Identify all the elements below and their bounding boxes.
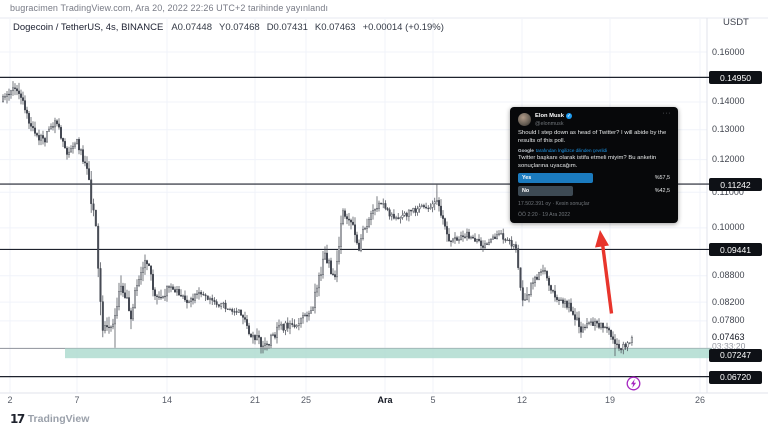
- poll-option-no-pct: %42,5: [654, 188, 670, 194]
- price-level-badge: 0.06720: [709, 370, 762, 384]
- price-tick-label: 0.11000: [712, 186, 744, 197]
- tweet-text-turkish: Twitter başkanı olarak istifa etmeli miy…: [518, 155, 657, 169]
- candle-countdown: 03:33:20: [712, 341, 746, 352]
- translate-link: tarafından İngilizce dilinden çevrildi: [535, 147, 608, 153]
- price-tick-label: 0.16000: [712, 46, 745, 57]
- publisher-line: bugracimen TradingView.com, Ara 20, 2022…: [10, 3, 329, 13]
- date-tick-label: 5: [430, 395, 436, 405]
- poll-votes-line: 17.502.391 oy · Kesin sonuçlar: [518, 201, 590, 207]
- price-tick-label: 0.14000: [712, 96, 745, 107]
- ohlc-close: K0.07463: [314, 22, 356, 33]
- price-level-badge: 0.09441: [709, 243, 762, 257]
- price-level-badge: 0.11242: [709, 178, 762, 192]
- poll-option-yes-pct: %57,5: [654, 175, 670, 181]
- poll-option-yes-bar: Yes: [518, 173, 593, 183]
- current-price-label: 0.07463: [712, 331, 745, 342]
- date-tick-label: 19: [604, 395, 616, 405]
- red-arrow-annotation: [595, 230, 614, 314]
- verified-badge-icon: ✓: [566, 113, 572, 119]
- date-tick-label: Ara: [377, 395, 393, 405]
- price-tick-label: 0.07800: [712, 315, 745, 326]
- tweet-text-english: Should I step down as head of Twitter? I…: [518, 130, 667, 144]
- date-tick-label: 21: [249, 395, 261, 405]
- price-tick-label: 0.08200: [712, 296, 745, 307]
- ohlc-open: A0.07448: [171, 22, 212, 33]
- price-tick-label: 0.08800: [712, 270, 745, 281]
- price-tick-label: 0.10000: [712, 222, 745, 233]
- tweet-author-handle: @elonmusk: [535, 120, 564, 127]
- date-tick-label: 26: [694, 395, 706, 405]
- poll-option-no: No %42,5: [518, 186, 670, 196]
- symbol-legend: Dogecoin / TetherUS, 4s, BINANCE A0.07448…: [13, 22, 451, 33]
- ohlc-low: D0.07431: [266, 22, 308, 33]
- poll-option-no-bar: No: [518, 186, 574, 196]
- avatar: [518, 113, 531, 126]
- date-tick-label: 14: [161, 395, 173, 405]
- google-logo: Google: [518, 147, 534, 153]
- date-tick-label: 2: [7, 395, 13, 405]
- tradingview-logo[interactable]: 17 TradingView: [10, 412, 89, 426]
- google-translate-row: Google tarafından İngilizce dilinden çevr…: [518, 148, 672, 153]
- symbol-title[interactable]: Dogecoin / TetherUS, 4s, BINANCE: [13, 22, 164, 33]
- tradingview-logo-text: TradingView: [27, 413, 90, 425]
- tweet-screenshot: Elon Musk ✓ @elonmusk ··· Should I step d…: [510, 107, 678, 223]
- price-tick-label: 0.12000: [712, 154, 745, 165]
- lightning-event-icon: [630, 378, 637, 389]
- price-change: +0.00014 (+0.19%): [362, 22, 444, 33]
- tweet-author-name: Elon Musk ✓: [535, 113, 572, 119]
- poll-option-yes: Yes %57,5: [518, 173, 670, 183]
- ohlc-high: Y0.07468: [219, 22, 260, 33]
- date-tick-label: 25: [300, 395, 312, 405]
- more-icon: ···: [662, 110, 671, 117]
- tweet-timestamp: ÖÖ 2:20 · 19 Ara 2022: [518, 211, 571, 218]
- price-level-badge: 0.07247: [709, 348, 762, 362]
- date-tick-label: 7: [74, 395, 80, 405]
- date-tick-label: 12: [516, 395, 528, 405]
- price-tick-label: 0.13000: [712, 124, 745, 135]
- currency-label: USDT: [723, 17, 749, 28]
- tradingview-logo-icon: 17: [10, 412, 25, 426]
- price-level-badge: 0.14950: [709, 71, 762, 85]
